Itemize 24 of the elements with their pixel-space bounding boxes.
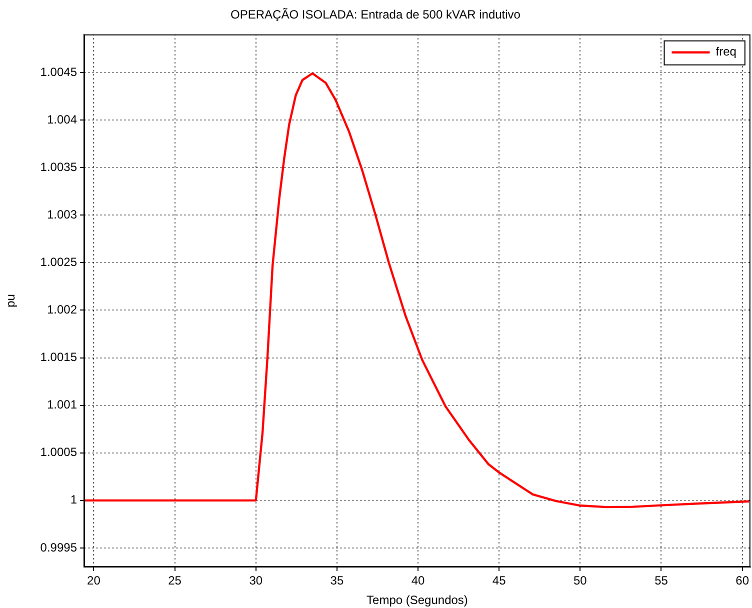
x-tick-label: 40 bbox=[411, 574, 426, 588]
x-tick-label: 35 bbox=[330, 574, 344, 588]
x-axis-title: Tempo (Segundos) bbox=[366, 593, 468, 608]
y-tick-label: 0.9995 bbox=[40, 540, 78, 554]
y-tick-label: 1.001 bbox=[46, 398, 78, 412]
x-tick-label: 20 bbox=[87, 574, 101, 588]
y-tick-label: 1 bbox=[70, 492, 78, 507]
y-tick-label: 1.004 bbox=[46, 112, 78, 126]
legend-label: freq bbox=[716, 44, 736, 59]
y-axis-title: pu bbox=[4, 294, 18, 308]
x-tick-label: 50 bbox=[573, 574, 588, 588]
y-tick-label: 1.0045 bbox=[40, 64, 78, 79]
x-tick-label: 55 bbox=[654, 574, 668, 588]
y-tick-label: 1.003 bbox=[46, 207, 78, 222]
x-tick-label: 30 bbox=[249, 574, 263, 588]
y-tick-label: 1.0025 bbox=[40, 254, 78, 269]
y-tick-label: 1.0035 bbox=[40, 160, 78, 174]
x-tick-label: 60 bbox=[736, 574, 750, 588]
y-tick-label: 1.0015 bbox=[40, 350, 78, 364]
y-tick-label: 1.0005 bbox=[40, 445, 78, 460]
chart-title: OPERAÇÃO ISOLADA: Entrada de 500 kVAR indutivo bbox=[230, 8, 521, 22]
y-tick-label: 1.002 bbox=[46, 302, 78, 317]
x-tick-label: 25 bbox=[168, 574, 182, 588]
x-tick-label: 45 bbox=[492, 574, 506, 588]
